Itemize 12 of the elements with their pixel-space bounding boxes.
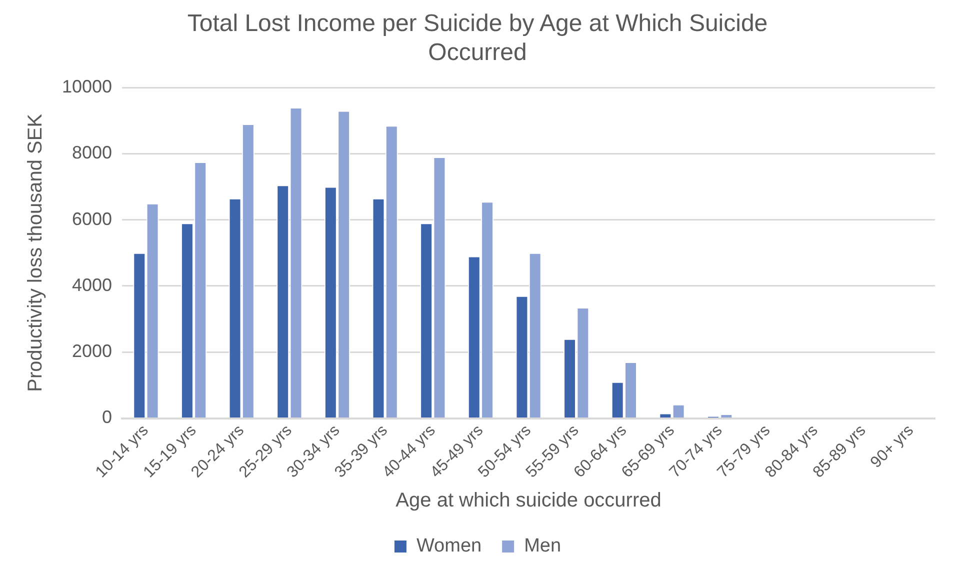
x-tick-label: 90+ yrs	[868, 422, 918, 472]
y-tick-label: 10000	[62, 76, 112, 97]
y-tick-label: 4000	[72, 274, 112, 295]
y-tick-label: 0	[102, 407, 112, 428]
y-tick-label: 2000	[72, 341, 112, 362]
legend-label: Women	[416, 536, 482, 557]
y-axis-title: Productivity loss thousand SEK	[24, 113, 47, 392]
x-axis-title: Age at which suicide occurred	[396, 490, 662, 512]
y-tick-label: 6000	[72, 208, 112, 229]
chart-title: Total Lost Income per Suicide by Age at Which Suicide Occurred	[187, 10, 768, 66]
y-tick-label: 8000	[72, 142, 112, 163]
legend-label: Men	[524, 536, 562, 557]
